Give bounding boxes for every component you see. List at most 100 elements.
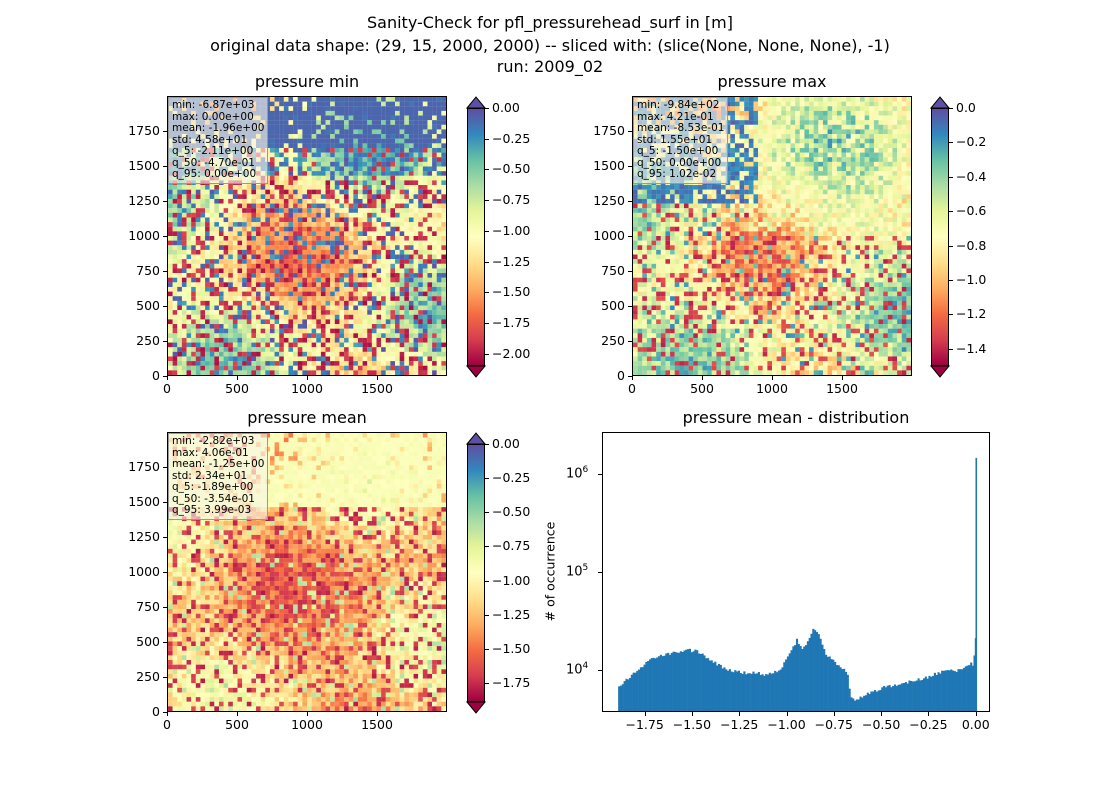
heatmap-cell	[357, 314, 363, 320]
heatmap-cell	[293, 268, 298, 274]
heatmap-cell	[311, 356, 317, 362]
heatmap-cell	[288, 231, 294, 237]
heatmap-cell	[799, 194, 805, 200]
heatmap-cell	[237, 333, 243, 339]
heatmap-cell	[320, 254, 326, 260]
heatmap-cell	[251, 222, 257, 227]
heatmap-cell	[223, 282, 229, 288]
heatmap-cell	[869, 110, 875, 116]
heatmap-cell	[200, 189, 206, 195]
heatmap-cell	[172, 365, 178, 371]
heatmap-cell	[200, 245, 206, 250]
heatmap-cell	[390, 147, 396, 153]
heatmap-cell	[320, 268, 326, 274]
heatmap-cell	[404, 106, 410, 111]
heatmap-cell	[776, 143, 782, 149]
heatmap-cell	[339, 124, 345, 130]
heatmap-cell	[237, 203, 243, 209]
heatmap-cell	[205, 273, 210, 278]
heatmap-cell	[274, 351, 280, 357]
heatmap-cell	[906, 189, 911, 195]
heatmap-cell	[362, 361, 368, 366]
heatmap-cell	[209, 217, 215, 223]
heatmap-cell	[316, 124, 321, 130]
heatmap-cell	[418, 314, 423, 320]
heatmap-cell	[302, 115, 308, 121]
heatmap-cell	[776, 115, 782, 121]
heatmap-cell	[367, 319, 372, 325]
heatmap-cell	[316, 300, 321, 306]
heatmap-cell	[172, 212, 178, 218]
heatmap-cell	[357, 212, 363, 218]
heatmap-cell	[404, 342, 410, 348]
heatmap-cell	[850, 110, 856, 116]
heatmap-cell	[432, 324, 437, 329]
heatmap-cell	[795, 110, 800, 116]
heatmap-cell	[404, 203, 410, 209]
heatmap-cell	[209, 300, 215, 306]
heatmap-cell	[357, 106, 363, 111]
heatmap-cell	[228, 263, 233, 269]
heatmap-cell	[413, 365, 419, 371]
heatmap-cell	[711, 194, 717, 200]
heatmap-cell	[390, 208, 396, 213]
heatmap-cell	[325, 370, 331, 375]
heatmap-cell	[408, 351, 414, 357]
heatmap-cell	[670, 194, 675, 200]
heatmap-cell	[311, 333, 317, 339]
heatmap-cell	[274, 138, 280, 144]
heatmap-cell	[418, 268, 423, 274]
heatmap-cell	[395, 268, 400, 274]
heatmap-cell	[316, 236, 321, 241]
heatmap-cell	[395, 310, 400, 315]
heatmap-cell	[325, 115, 331, 121]
heatmap-cell	[790, 106, 796, 111]
heatmap-cell	[436, 300, 442, 306]
heatmap-cell	[827, 180, 833, 186]
heatmap-cell	[177, 245, 182, 250]
heatmap-cell	[348, 370, 354, 375]
heatmap-cell	[367, 296, 372, 301]
heatmap-cell	[781, 152, 786, 158]
heatmap-cell	[302, 175, 308, 181]
heatmap-cell	[772, 180, 777, 186]
heatmap-cell	[390, 282, 396, 288]
heatmap-cell	[385, 236, 391, 241]
heatmap-cell	[242, 342, 247, 348]
heatmap-cell	[762, 106, 768, 111]
heatmap-cell	[307, 296, 312, 301]
heatmap-cell	[730, 120, 736, 125]
heatmap-cell	[302, 361, 308, 366]
heatmap-cell	[293, 277, 298, 283]
heatmap-cell	[205, 198, 210, 204]
heatmap-cell	[427, 361, 433, 366]
heatmap-cell	[251, 263, 257, 269]
heatmap-cell	[246, 351, 252, 357]
heatmap-cell	[395, 342, 400, 348]
heatmap-cell	[283, 101, 289, 107]
heatmap-cell	[418, 305, 423, 311]
heatmap-cell	[357, 347, 363, 352]
heatmap-cell	[869, 124, 875, 130]
heatmap-cell	[873, 134, 879, 139]
heatmap-cell	[269, 166, 275, 172]
heatmap-cell	[223, 185, 229, 190]
heatmap-cell	[246, 277, 252, 283]
heatmap-cell	[269, 217, 275, 223]
heatmap-cell	[683, 194, 689, 200]
heatmap-cell	[200, 300, 206, 306]
heatmap-cell	[302, 161, 308, 167]
heatmap-cell	[367, 245, 372, 250]
heatmap-cell	[408, 249, 414, 255]
heatmap-cell	[399, 259, 405, 264]
heatmap-cell	[307, 97, 312, 102]
heatmap-cell	[353, 208, 359, 213]
heatmap-cell	[781, 175, 786, 181]
heatmap-cell	[330, 356, 335, 362]
heatmap-cell	[395, 212, 400, 218]
heatmap-cell	[399, 143, 405, 149]
heatmap-cell	[767, 189, 773, 195]
heatmap-cell	[353, 120, 359, 125]
heatmap-cell	[205, 277, 210, 283]
heatmap-cell	[316, 115, 321, 121]
